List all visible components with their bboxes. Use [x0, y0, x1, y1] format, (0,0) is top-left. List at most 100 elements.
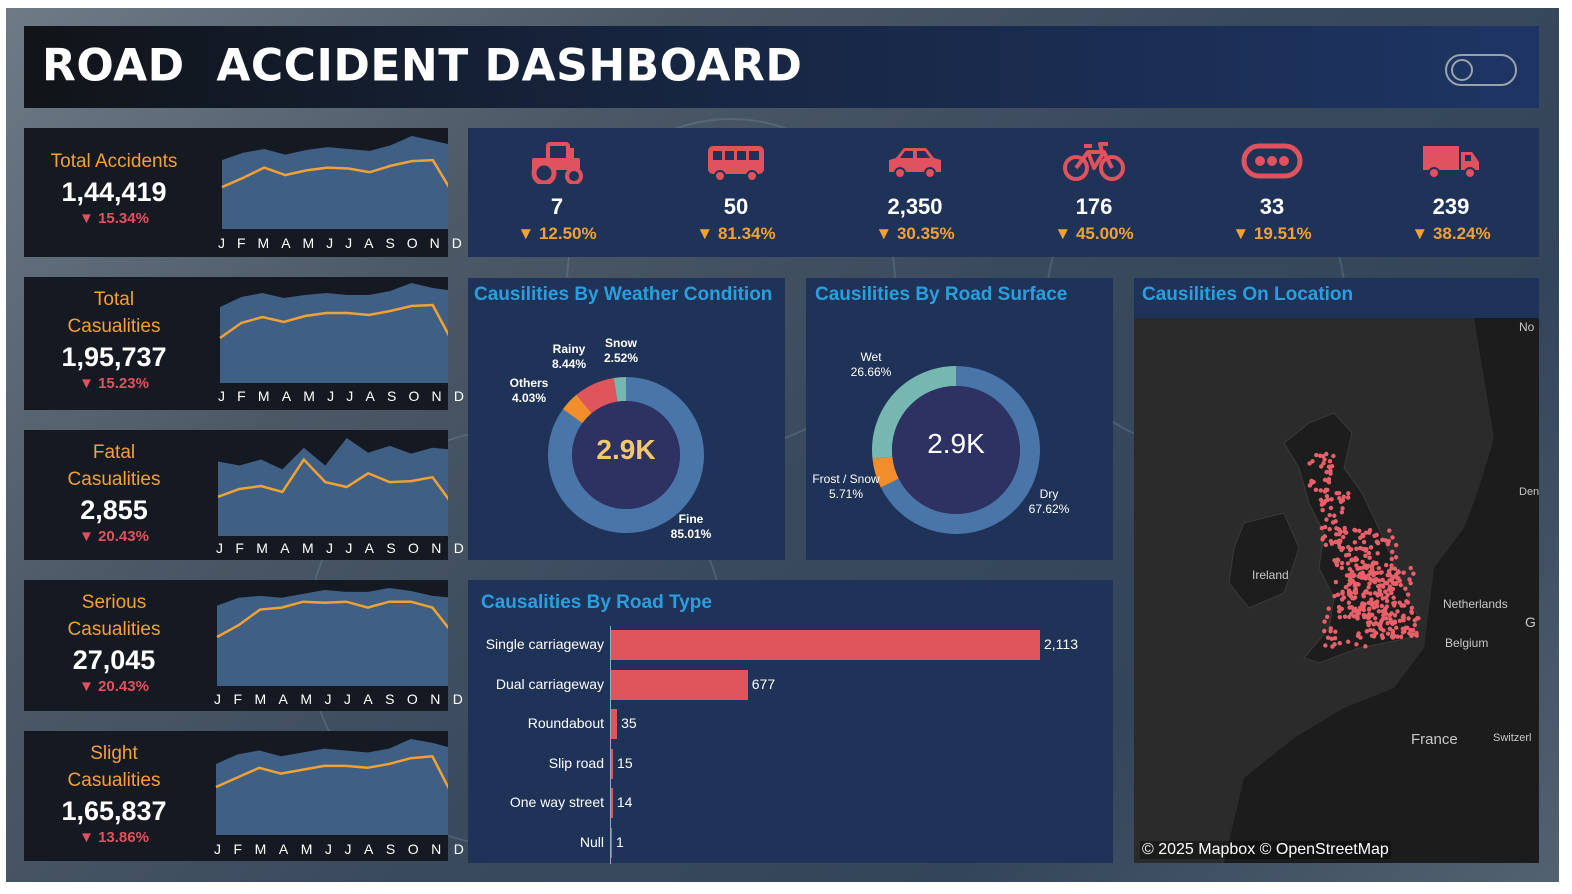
accident-point[interactable]: [1357, 529, 1361, 533]
accident-point[interactable]: [1334, 526, 1338, 530]
accident-point[interactable]: [1314, 488, 1318, 492]
accident-point[interactable]: [1391, 581, 1395, 585]
accident-point[interactable]: [1411, 628, 1415, 632]
accident-point[interactable]: [1401, 630, 1405, 634]
accident-point[interactable]: [1416, 616, 1420, 620]
accident-point[interactable]: [1404, 626, 1408, 630]
accident-point[interactable]: [1353, 540, 1357, 544]
accident-point[interactable]: [1322, 619, 1326, 623]
accident-point[interactable]: [1406, 592, 1410, 596]
accident-point[interactable]: [1410, 606, 1414, 610]
accident-point[interactable]: [1353, 528, 1357, 532]
accident-point[interactable]: [1353, 607, 1357, 611]
accident-point[interactable]: [1407, 577, 1411, 581]
accident-point[interactable]: [1333, 519, 1337, 523]
accident-point[interactable]: [1314, 453, 1318, 457]
accident-point[interactable]: [1331, 454, 1335, 458]
accident-point[interactable]: [1342, 526, 1346, 530]
accident-point[interactable]: [1393, 567, 1397, 571]
accident-point[interactable]: [1390, 535, 1394, 539]
accident-point[interactable]: [1367, 556, 1371, 560]
accident-point[interactable]: [1324, 543, 1328, 547]
accident-point[interactable]: [1363, 554, 1367, 558]
accident-point[interactable]: [1388, 586, 1392, 590]
accident-point[interactable]: [1366, 616, 1370, 620]
accident-point[interactable]: [1329, 497, 1333, 501]
accident-point[interactable]: [1384, 563, 1388, 567]
accident-point[interactable]: [1324, 470, 1328, 474]
accident-point[interactable]: [1371, 560, 1375, 564]
accident-point[interactable]: [1401, 603, 1405, 607]
accident-point[interactable]: [1327, 513, 1331, 517]
map-attribution[interactable]: © 2025 Mapbox © OpenStreetMap: [1140, 841, 1391, 859]
accident-point[interactable]: [1376, 541, 1380, 545]
accident-point[interactable]: [1358, 635, 1362, 639]
accident-point[interactable]: [1390, 557, 1394, 561]
accident-point[interactable]: [1341, 535, 1345, 539]
accident-point[interactable]: [1340, 506, 1344, 510]
accident-point[interactable]: [1396, 576, 1400, 580]
accident-point[interactable]: [1325, 615, 1329, 619]
accident-point[interactable]: [1319, 488, 1323, 492]
accident-point[interactable]: [1360, 534, 1364, 538]
accident-point[interactable]: [1358, 546, 1362, 550]
accident-point[interactable]: [1310, 459, 1314, 463]
accident-point[interactable]: [1383, 538, 1387, 542]
accident-point[interactable]: [1386, 542, 1390, 546]
accident-point[interactable]: [1328, 469, 1332, 473]
accident-point[interactable]: [1381, 613, 1385, 617]
accident-point[interactable]: [1373, 591, 1377, 595]
accident-point[interactable]: [1347, 615, 1351, 619]
accident-point[interactable]: [1348, 567, 1352, 571]
accident-point[interactable]: [1401, 570, 1405, 574]
accident-point[interactable]: [1329, 506, 1333, 510]
accident-point[interactable]: [1374, 631, 1378, 635]
accident-point[interactable]: [1369, 601, 1373, 605]
accident-point[interactable]: [1394, 555, 1398, 559]
accident-point[interactable]: [1391, 596, 1395, 600]
accident-point[interactable]: [1386, 632, 1390, 636]
accident-point[interactable]: [1325, 488, 1329, 492]
accident-point[interactable]: [1387, 528, 1391, 532]
accident-point[interactable]: [1353, 556, 1357, 560]
accident-point[interactable]: [1395, 609, 1399, 613]
accident-point[interactable]: [1337, 539, 1341, 543]
accident-point[interactable]: [1340, 566, 1344, 570]
accident-point[interactable]: [1365, 629, 1369, 633]
accident-point[interactable]: [1370, 578, 1374, 582]
accident-point[interactable]: [1322, 629, 1326, 633]
accident-point[interactable]: [1332, 514, 1336, 518]
accident-point[interactable]: [1336, 593, 1340, 597]
accident-point[interactable]: [1340, 597, 1344, 601]
accident-point[interactable]: [1409, 566, 1413, 570]
accident-point[interactable]: [1404, 599, 1408, 603]
accident-point[interactable]: [1369, 571, 1373, 575]
accident-point[interactable]: [1367, 612, 1371, 616]
accident-point[interactable]: [1380, 604, 1384, 608]
accident-point[interactable]: [1334, 532, 1338, 536]
accident-point[interactable]: [1355, 566, 1359, 570]
accident-point[interactable]: [1350, 579, 1354, 583]
accident-point[interactable]: [1354, 642, 1358, 646]
accident-point[interactable]: [1383, 607, 1387, 611]
accident-point[interactable]: [1332, 642, 1336, 646]
accident-point[interactable]: [1340, 607, 1344, 611]
bar-roundabout[interactable]: [610, 709, 617, 739]
accident-point[interactable]: [1366, 623, 1370, 627]
accident-point[interactable]: [1334, 580, 1338, 584]
accident-point[interactable]: [1322, 457, 1326, 461]
accident-point[interactable]: [1344, 553, 1348, 557]
accident-point[interactable]: [1327, 465, 1331, 469]
accident-point[interactable]: [1323, 525, 1327, 529]
accident-point[interactable]: [1340, 561, 1344, 565]
accident-point[interactable]: [1384, 595, 1388, 599]
accident-point[interactable]: [1324, 517, 1328, 521]
accident-point[interactable]: [1362, 540, 1366, 544]
accident-point[interactable]: [1369, 545, 1373, 549]
accident-point[interactable]: [1328, 629, 1332, 633]
accident-point[interactable]: [1327, 527, 1331, 531]
accident-point[interactable]: [1407, 631, 1411, 635]
accident-point[interactable]: [1390, 620, 1394, 624]
accident-point[interactable]: [1328, 459, 1332, 463]
accident-point[interactable]: [1340, 590, 1344, 594]
